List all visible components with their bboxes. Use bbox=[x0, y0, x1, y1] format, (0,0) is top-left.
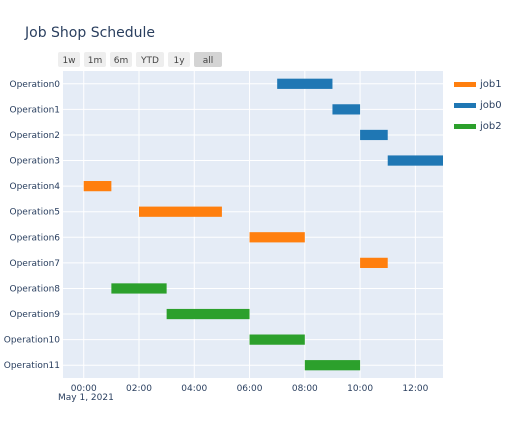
range-button-bg bbox=[84, 52, 106, 67]
range-button-ytd[interactable]: YTD bbox=[136, 52, 164, 67]
range-button-label: 1m bbox=[88, 56, 103, 66]
x-tick-label: 06:00 bbox=[237, 384, 263, 394]
bar-job2-operation10 bbox=[249, 334, 305, 345]
y-tick-label: Operation11 bbox=[4, 361, 60, 371]
bar-job1-operation7 bbox=[360, 257, 388, 268]
bar-job1-operation4 bbox=[83, 181, 112, 192]
bar-job2-operation9 bbox=[166, 308, 250, 320]
legend-swatch bbox=[454, 103, 476, 108]
x-tick-label: 12:00 bbox=[402, 384, 428, 394]
bar-job0-operation3 bbox=[387, 155, 443, 166]
x-tick-label: 00:00 bbox=[71, 384, 97, 394]
legend-item-job1[interactable]: job1 bbox=[454, 79, 502, 90]
bar-job1-operation5 bbox=[139, 206, 222, 217]
y-tick-label: Operation4 bbox=[9, 182, 60, 192]
y-tick-label: Operation3 bbox=[9, 157, 60, 167]
range-button-bg bbox=[58, 52, 80, 67]
legend-label: job2 bbox=[479, 121, 502, 132]
legend: job1 job0 job2 bbox=[454, 79, 502, 132]
range-button-label: all bbox=[203, 56, 214, 66]
range-button-1m[interactable]: 1m bbox=[84, 52, 106, 67]
legend-swatch bbox=[454, 82, 476, 87]
legend-label: job1 bbox=[479, 79, 502, 90]
x-axis: 00:00 02:00 04:00 06:00 08:00 10:00 12:00 bbox=[71, 384, 429, 394]
x-tick-label: 02:00 bbox=[126, 384, 152, 394]
range-button-bg bbox=[136, 52, 164, 67]
range-button-bg bbox=[168, 52, 190, 67]
bar-job1-operation6 bbox=[249, 232, 305, 243]
range-button-label: 6m bbox=[114, 56, 129, 66]
x-tick-label: 04:00 bbox=[181, 384, 207, 394]
bar-job0-operation2 bbox=[360, 129, 388, 141]
range-button-label: 1y bbox=[173, 56, 185, 66]
range-button-label: 1w bbox=[62, 56, 75, 66]
y-tick-label: Operation6 bbox=[9, 233, 60, 243]
range-button-6m[interactable]: 6m bbox=[110, 52, 132, 67]
bars bbox=[83, 78, 443, 371]
legend-item-job2[interactable]: job2 bbox=[454, 121, 502, 132]
range-button-1w[interactable]: 1w bbox=[58, 52, 80, 67]
range-button-bg bbox=[110, 52, 132, 67]
gridlines bbox=[63, 71, 443, 378]
bar-job0-operation0 bbox=[277, 78, 333, 89]
y-tick-label: Operation2 bbox=[9, 131, 60, 141]
plot-area bbox=[63, 71, 443, 378]
y-tick-label: Operation1 bbox=[9, 105, 60, 115]
x-axis-date-label: May 1, 2021 bbox=[58, 393, 114, 403]
range-button-label: YTD bbox=[140, 56, 159, 66]
y-tick-label: Operation0 bbox=[9, 80, 60, 90]
range-button-bg bbox=[194, 52, 222, 67]
x-tick-label: 10:00 bbox=[347, 384, 373, 394]
y-tick-label: Operation7 bbox=[9, 259, 60, 269]
range-selector: 1w 1m 6m YTD 1y all bbox=[58, 52, 222, 67]
y-tick-label: Operation8 bbox=[9, 284, 60, 294]
y-tick-label: Operation9 bbox=[9, 310, 60, 320]
chart-title: Job Shop Schedule bbox=[24, 25, 155, 41]
y-tick-label: Operation5 bbox=[9, 208, 60, 218]
range-button-1y[interactable]: 1y bbox=[168, 52, 190, 67]
y-axis: Operation0 Operation1 Operation2 Operation3… bbox=[4, 80, 61, 371]
bar-job0-operation1 bbox=[332, 104, 361, 115]
legend-item-job0[interactable]: job0 bbox=[454, 100, 502, 111]
y-tick-label: Operation10 bbox=[4, 336, 61, 346]
range-button-all[interactable]: all bbox=[194, 52, 222, 67]
bar-job2-operation8 bbox=[111, 283, 167, 294]
x-tick-label: 08:00 bbox=[292, 384, 318, 394]
legend-label: job0 bbox=[479, 100, 502, 111]
legend-swatch bbox=[454, 124, 476, 129]
bar-job2-operation11 bbox=[304, 360, 361, 371]
